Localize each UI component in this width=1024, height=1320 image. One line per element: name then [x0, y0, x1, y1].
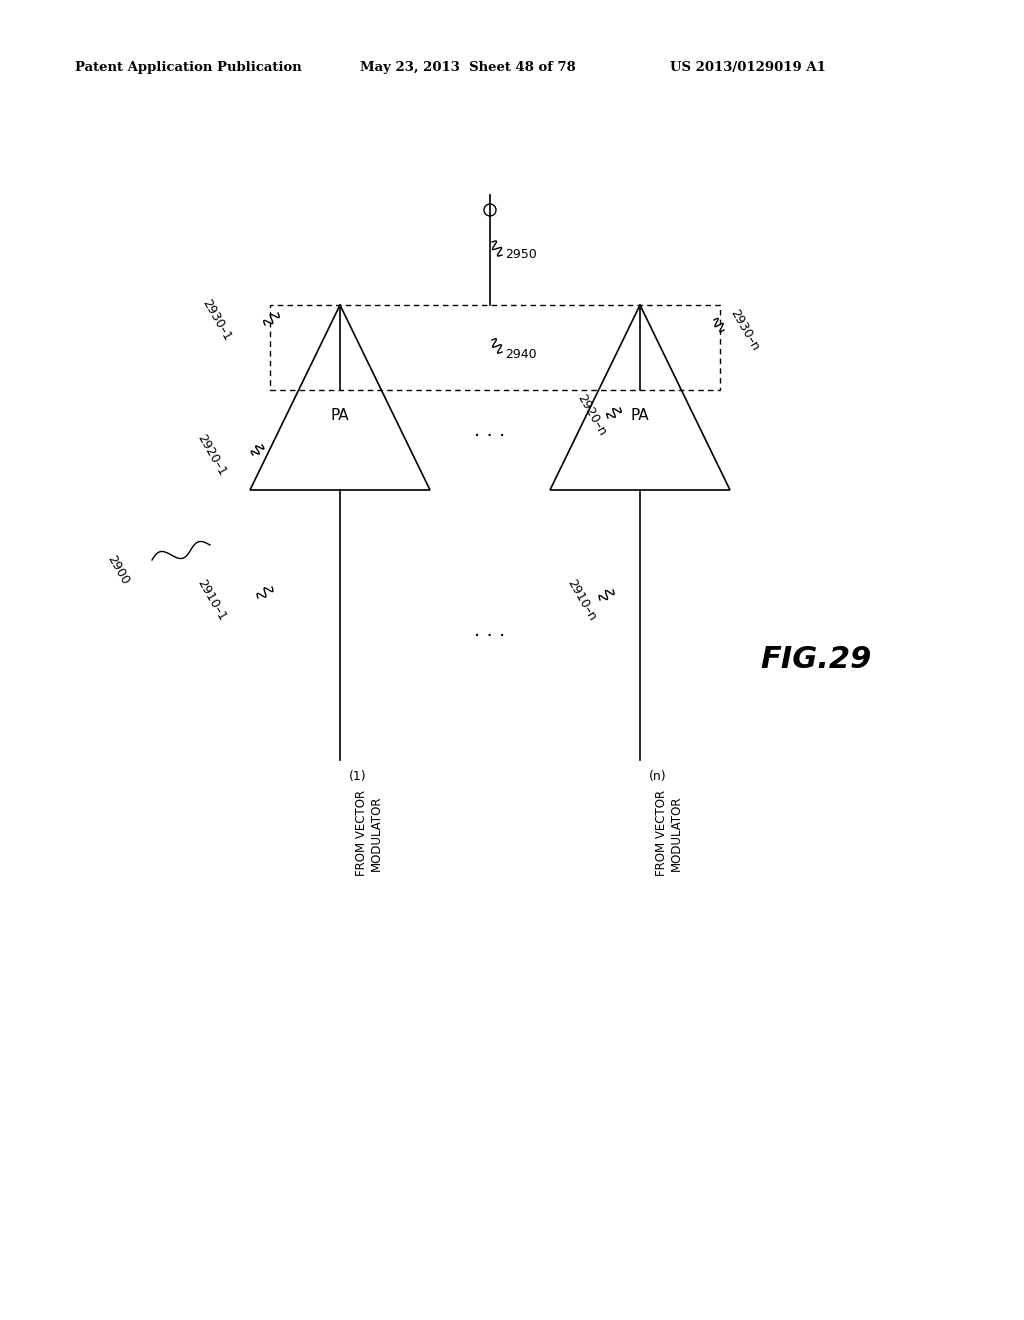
- Text: PA: PA: [331, 408, 349, 422]
- Text: FROM VECTOR
MODULATOR: FROM VECTOR MODULATOR: [655, 789, 683, 876]
- Text: Patent Application Publication: Patent Application Publication: [75, 62, 302, 74]
- Text: PA: PA: [631, 408, 649, 422]
- Text: (1): (1): [349, 770, 367, 783]
- Text: . . .: . . .: [474, 421, 506, 440]
- Text: 2940: 2940: [505, 348, 537, 362]
- Text: FIG.29: FIG.29: [760, 645, 871, 675]
- Text: 2930–1: 2930–1: [200, 297, 234, 343]
- Text: 2920–n: 2920–n: [575, 392, 609, 438]
- Text: (n): (n): [649, 770, 667, 783]
- Text: May 23, 2013  Sheet 48 of 78: May 23, 2013 Sheet 48 of 78: [360, 62, 575, 74]
- Text: 2900: 2900: [105, 553, 132, 587]
- Text: 2920–1: 2920–1: [195, 432, 229, 478]
- Text: . . .: . . .: [474, 620, 506, 639]
- Text: 2950: 2950: [505, 248, 537, 261]
- Text: FROM VECTOR
MODULATOR: FROM VECTOR MODULATOR: [355, 789, 383, 876]
- Bar: [270, 305, 720, 389]
- Text: US 2013/0129019 A1: US 2013/0129019 A1: [670, 62, 826, 74]
- Text: 2910–1: 2910–1: [195, 577, 229, 623]
- Text: 2930–n: 2930–n: [728, 308, 762, 352]
- Text: 2910–n: 2910–n: [565, 577, 599, 623]
